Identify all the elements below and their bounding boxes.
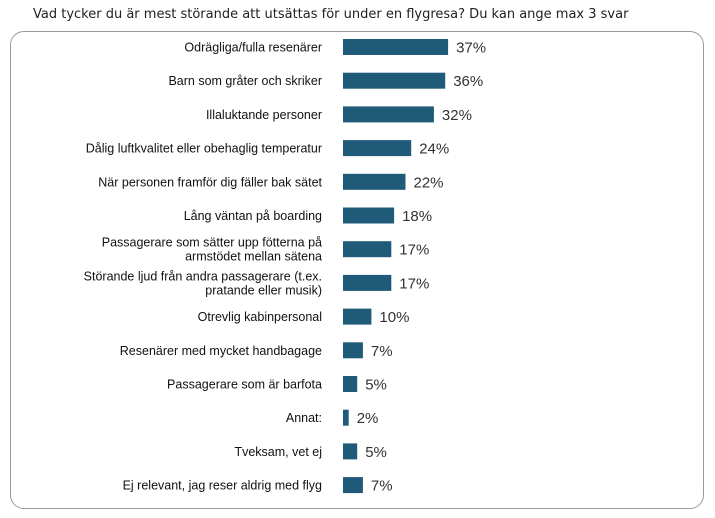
- data-label: 5%: [365, 444, 387, 461]
- category-label: Otrevlig kabinpersonal: [198, 310, 322, 324]
- category-label: Lång väntan på boarding: [184, 209, 322, 223]
- category-label-line: Passagerare som sätter upp fötterna på: [102, 236, 322, 250]
- category-label-line: Lång väntan på boarding: [184, 209, 322, 223]
- category-label-line: Dålig luftkvalitet eller obehaglig tempe…: [86, 142, 322, 156]
- data-label: 36%: [453, 73, 483, 90]
- category-label-line: Resenärer med mycket handbagage: [120, 344, 322, 358]
- data-label: 18%: [402, 208, 432, 225]
- bar: [343, 72, 446, 89]
- data-label: 32%: [442, 107, 472, 124]
- category-label-line: pratande eller musik): [205, 283, 322, 297]
- category-label: Störande ljud från andra passagerare (t.…: [84, 269, 322, 297]
- category-label-line: Barn som gråter och skriker: [168, 74, 322, 88]
- bar: [343, 477, 363, 494]
- category-label-line: Störande ljud från andra passagerare (t.…: [84, 269, 322, 283]
- category-label: Resenärer med mycket handbagage: [120, 344, 322, 358]
- category-label: Passagerare som sätter upp fötterna på ar…: [102, 236, 322, 264]
- category-label: När personen framför dig fäller bak säte…: [98, 175, 322, 189]
- bar: [343, 409, 349, 426]
- data-label: 7%: [371, 343, 393, 360]
- bar: [343, 106, 434, 123]
- data-label: 17%: [399, 242, 429, 259]
- category-label-line: Passagerare som är barfota: [167, 378, 322, 392]
- bar: [343, 241, 392, 258]
- bar: [343, 207, 395, 224]
- category-label-line: Tveksam, vet ej: [234, 445, 322, 459]
- category-label-line: Illaluktande personer: [206, 108, 322, 122]
- chart-title: Vad tycker du är mest störande att utsät…: [33, 7, 629, 22]
- data-label: 2%: [357, 410, 379, 427]
- category-label-line: Odrägliga/fulla resenärer: [184, 41, 322, 55]
- bar: [343, 308, 372, 325]
- category-label: Barn som gråter och skriker: [168, 74, 322, 88]
- data-label: 22%: [414, 174, 444, 191]
- category-label: Odrägliga/fulla resenärer: [184, 41, 322, 55]
- bar: [343, 443, 358, 460]
- category-label-line: Otrevlig kabinpersonal: [198, 310, 322, 324]
- data-label: 5%: [365, 377, 387, 394]
- category-label: Tveksam, vet ej: [234, 445, 322, 459]
- category-label-line: armstödet mellan sätena: [185, 250, 322, 264]
- category-label: Dålig luftkvalitet eller obehaglig tempe…: [86, 142, 322, 156]
- data-label: 17%: [399, 275, 429, 292]
- category-label: Passagerare som är barfota: [167, 378, 322, 392]
- bar: [343, 342, 363, 359]
- category-label: Illaluktande personer: [206, 108, 322, 122]
- bar: [343, 274, 392, 291]
- bar: [343, 376, 358, 392]
- bar: [343, 173, 406, 190]
- data-label: 24%: [419, 141, 449, 158]
- chart-frame: [10, 31, 704, 509]
- category-label: Ej relevant, jag reser aldrig med flyg: [123, 479, 322, 493]
- category-label-line: Annat:: [286, 411, 322, 425]
- data-label: 37%: [456, 40, 486, 57]
- category-label: Annat:: [286, 411, 322, 425]
- category-label-line: När personen framför dig fäller bak säte…: [98, 175, 322, 189]
- data-label: 7%: [371, 478, 393, 495]
- bar: [343, 140, 412, 157]
- category-label-line: Ej relevant, jag reser aldrig med flyg: [123, 479, 322, 493]
- bar: [343, 39, 449, 55]
- data-label: 10%: [379, 309, 409, 326]
